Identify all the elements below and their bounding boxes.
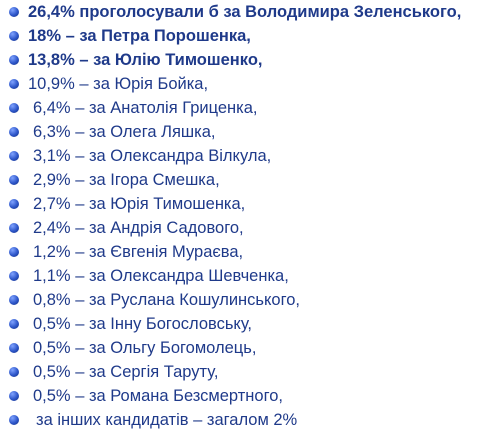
bullet-icon (9, 223, 19, 233)
result-text: 3,1% – за Олександра Вілкула, (33, 147, 272, 165)
list-item: 0,5% – за Сергія Таруту, (0, 360, 494, 384)
list-item: 13,8% – за Юлію Тимошенко, (0, 48, 494, 72)
bullet-icon (9, 175, 19, 185)
result-text: 18% – за Петра Порошенка, (28, 27, 251, 45)
list-item: 0,5% – за Інну Богословську, (0, 312, 494, 336)
result-text: 6,4% – за Анатолія Гриценка, (33, 99, 258, 117)
result-text: 0,5% – за Інну Богословську, (33, 315, 253, 333)
list-item: 1,2% – за Євгенія Мураєва, (0, 240, 494, 264)
bullet-icon (9, 55, 19, 65)
result-text: 26,4% проголосували б за Володимира Зеле… (28, 3, 462, 21)
result-text: за інших кандидатів – загалом 2% (36, 411, 298, 429)
result-text: 13,8% – за Юлію Тимошенко, (28, 51, 263, 69)
bullet-icon (9, 415, 19, 425)
result-text: 0,5% – за Романа Безсмертного, (33, 387, 283, 405)
list-item: 10,9% – за Юрія Бойка, (0, 72, 494, 96)
bullet-icon (9, 247, 19, 257)
list-item: 3,1% – за Олександра Вілкула, (0, 144, 494, 168)
bullet-icon (9, 151, 19, 161)
list-item: 2,4% – за Андрія Садового, (0, 216, 494, 240)
list-item: 0,5% – за Романа Безсмертного, (0, 384, 494, 408)
bullet-icon (9, 295, 19, 305)
bullet-icon (9, 343, 19, 353)
bullet-icon (9, 319, 19, 329)
list-item: 2,7% – за Юрія Тимошенка, (0, 192, 494, 216)
bullet-icon (9, 391, 19, 401)
result-text: 2,4% – за Андрія Садового, (33, 219, 244, 237)
list-item: 26,4% проголосували б за Володимира Зеле… (0, 0, 494, 24)
result-text: 2,7% – за Юрія Тимошенка, (33, 195, 246, 213)
bullet-icon (9, 271, 19, 281)
list-item: за інших кандидатів – загалом 2% (0, 408, 494, 432)
list-item: 0,8% – за Руслана Кошулинського, (0, 288, 494, 312)
bullet-icon (9, 7, 19, 17)
bullet-icon (9, 199, 19, 209)
list-item: 0,5% – за Ольгу Богомолець, (0, 336, 494, 360)
result-text: 2,9% – за Ігора Смешка, (33, 171, 220, 189)
bullet-icon (9, 367, 19, 377)
result-text: 6,3% – за Олега Ляшка, (33, 123, 216, 141)
result-text: 1,2% – за Євгенія Мураєва, (33, 243, 244, 261)
bullet-icon (9, 127, 19, 137)
result-text: 0,5% – за Сергія Таруту, (33, 363, 219, 381)
bullet-icon (9, 79, 19, 89)
list-item: 2,9% – за Ігора Смешка, (0, 168, 494, 192)
result-text: 0,8% – за Руслана Кошулинського, (33, 291, 300, 309)
result-text: 1,1% – за Олександра Шевченка, (33, 267, 289, 285)
bullet-icon (9, 103, 19, 113)
list-item: 1,1% – за Олександра Шевченка, (0, 264, 494, 288)
list-item: 6,3% – за Олега Ляшка, (0, 120, 494, 144)
result-text: 0,5% – за Ольгу Богомолець, (33, 339, 257, 357)
list-item: 18% – за Петра Порошенка, (0, 24, 494, 48)
result-text: 10,9% – за Юрія Бойка, (28, 75, 209, 93)
bullet-icon (9, 31, 19, 41)
list-item: 6,4% – за Анатолія Гриценка, (0, 96, 494, 120)
